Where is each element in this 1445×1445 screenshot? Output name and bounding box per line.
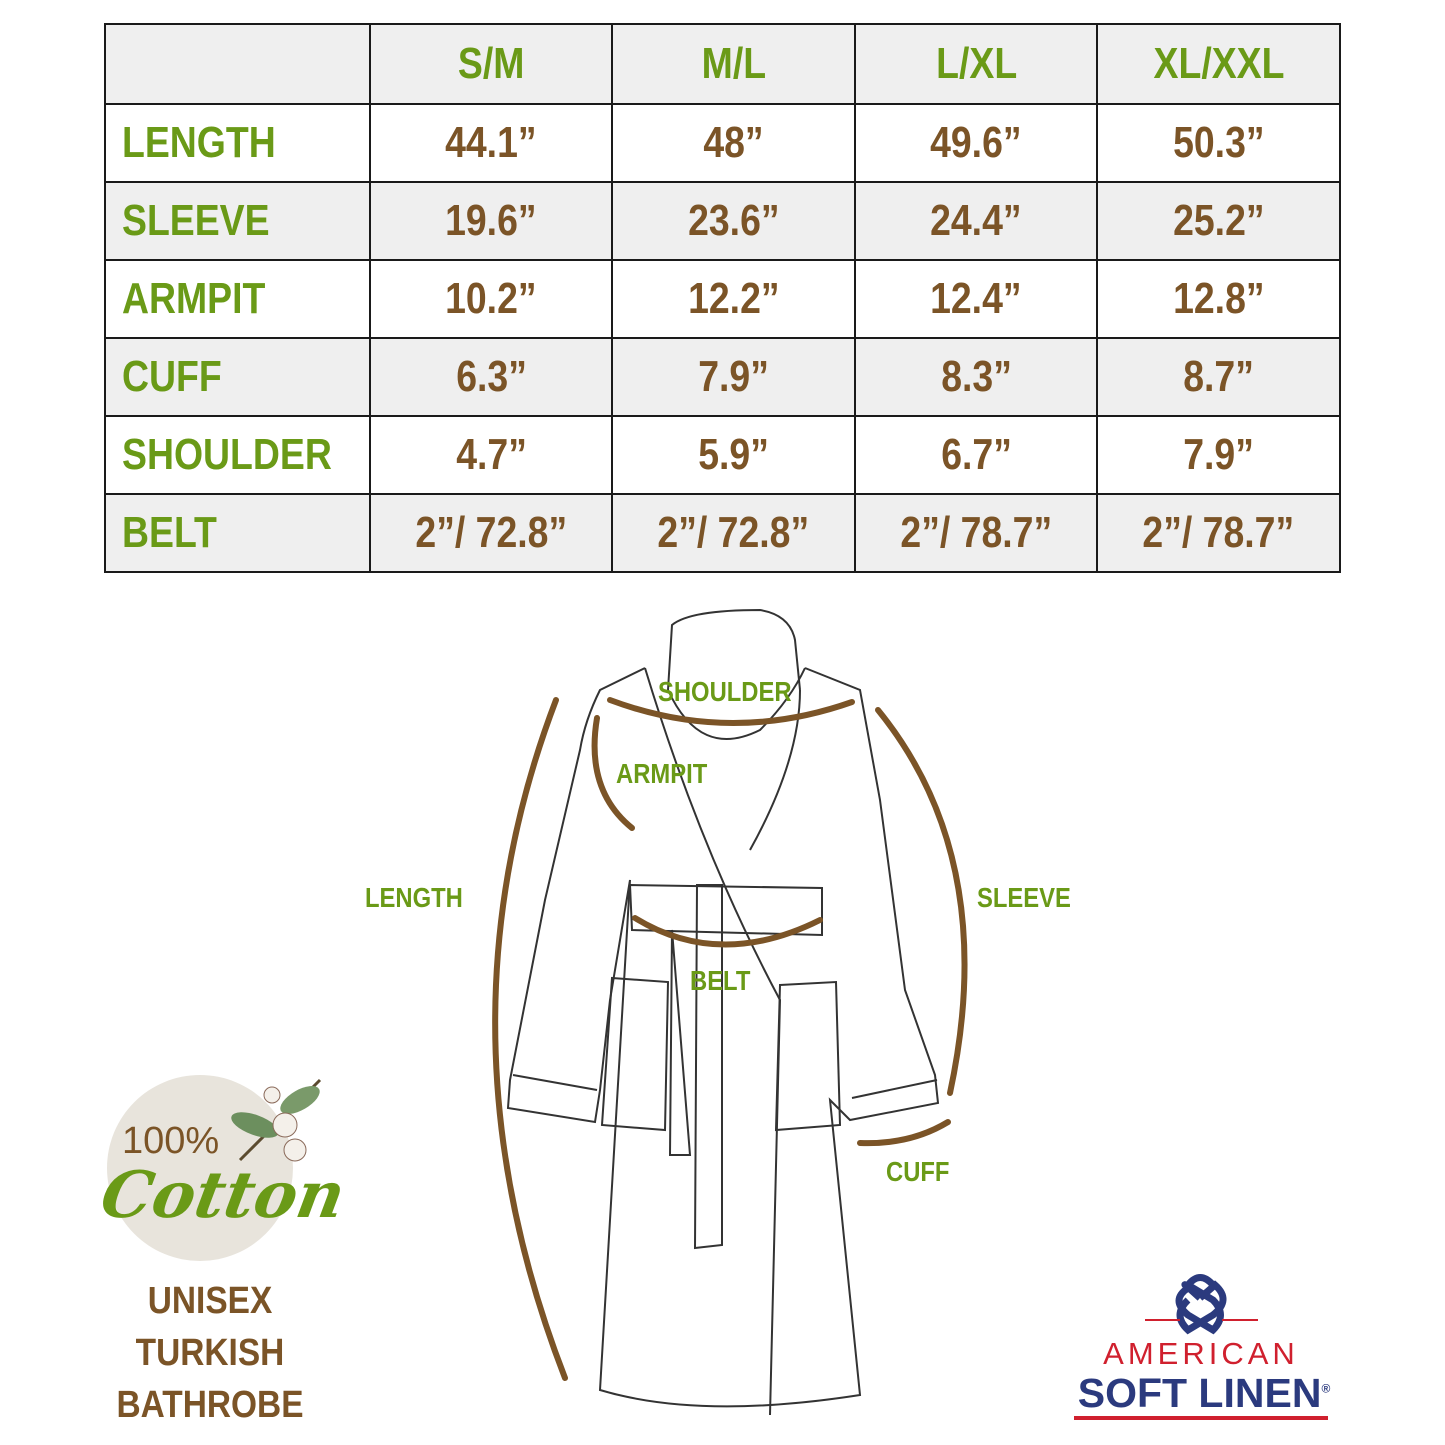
- registered-mark: ®: [1321, 1381, 1331, 1396]
- value-cell: 25.2”: [1096, 181, 1341, 261]
- value-cell: 8.3”: [853, 337, 1099, 417]
- header-cell: S/M: [368, 23, 614, 105]
- cotton-plant-icon: [231, 1078, 322, 1162]
- value-cell: 2”/ 72.8”: [611, 493, 856, 573]
- value-cell: 7.9”: [1096, 415, 1341, 495]
- belt-arrow: [632, 915, 823, 948]
- header-cell: M/L: [611, 23, 856, 105]
- cotton-script: Cotton: [95, 1158, 351, 1233]
- armpit-label: ARMPIT: [616, 758, 708, 789]
- sleeve-arrow: [875, 707, 968, 1096]
- row-label: SLEEVE: [104, 181, 371, 261]
- cotton-percent: 100%: [122, 1120, 220, 1162]
- row-label: SHOULDER: [104, 415, 371, 495]
- value-cell: 6.7”: [853, 415, 1099, 495]
- value-cell: 12.8”: [1096, 259, 1341, 339]
- value-cell: 4.7”: [368, 415, 614, 495]
- value-cell: 10.2”: [368, 259, 614, 339]
- sleeve-label: SLEEVE: [977, 882, 1071, 913]
- measure-arrows: [492, 697, 968, 1381]
- row-label: CUFF: [104, 337, 371, 417]
- value-cell: 23.6”: [611, 181, 856, 261]
- value-cell: 6.3”: [368, 337, 614, 417]
- product-line-2: TURKISH: [135, 1332, 285, 1374]
- header-cell: L/XL: [853, 23, 1099, 105]
- header-cell: XL/XXL: [1096, 23, 1341, 105]
- row-label: ARMPIT: [104, 259, 371, 339]
- table-row: ARMPIT 10.2” 12.2” 12.4” 12.8”: [104, 259, 1341, 339]
- value-cell: 8.7”: [1096, 337, 1341, 417]
- length-arrow: [492, 697, 568, 1381]
- value-cell: 7.9”: [611, 337, 856, 417]
- value-cell: 2”/ 78.7”: [853, 493, 1099, 573]
- shoulder-arrow: [607, 697, 855, 726]
- value-cell: 19.6”: [368, 181, 614, 261]
- logo-knot-icon: [1175, 1274, 1227, 1335]
- header-row: S/M M/L L/XL XL/XXL: [104, 23, 1341, 105]
- table-row: LENGTH 44.1” 48” 49.6” 50.3”: [104, 103, 1341, 183]
- value-cell: 5.9”: [611, 415, 856, 495]
- product-line-3: BATHROBE: [116, 1384, 304, 1426]
- cuff-arrow: [857, 1119, 951, 1147]
- brand-top: AMERICAN: [1103, 1336, 1299, 1371]
- value-cell: 50.3”: [1096, 103, 1341, 183]
- shoulder-label: SHOULDER: [658, 676, 792, 707]
- value-cell: 44.1”: [368, 103, 614, 183]
- table-row: BELT 2”/ 72.8” 2”/ 72.8” 2”/ 78.7” 2”/ 78.7”: [104, 493, 1341, 573]
- armpit-arrow: [591, 715, 635, 831]
- value-cell: 49.6”: [853, 103, 1099, 183]
- value-cell: 12.4”: [853, 259, 1099, 339]
- table-row: SHOULDER 4.7” 5.9” 6.7” 7.9”: [104, 415, 1341, 495]
- cuff-label: CUFF: [886, 1156, 950, 1187]
- value-cell: 48”: [611, 103, 856, 183]
- header-cell: [104, 23, 371, 105]
- value-cell: 12.2”: [611, 259, 856, 339]
- value-cell: 2”/ 78.7”: [1096, 493, 1341, 573]
- row-label: LENGTH: [104, 103, 371, 183]
- robe-outline: [506, 608, 940, 1416]
- row-label: BELT: [104, 493, 371, 573]
- brand-name: SOFT LINEN: [1077, 1370, 1322, 1416]
- value-cell: 24.4”: [853, 181, 1099, 261]
- brand-bottom: SOFT LINEN®: [1074, 1370, 1334, 1417]
- length-label: LENGTH: [365, 882, 463, 913]
- belt-label: BELT: [690, 965, 751, 996]
- value-cell: 2”/ 72.8”: [368, 493, 614, 573]
- table-row: CUFF 6.3” 7.9” 8.3” 8.7”: [104, 337, 1341, 417]
- table-row: SLEEVE 19.6” 23.6” 24.4” 25.2”: [104, 181, 1341, 261]
- size-table: S/M M/L L/XL XL/XXL LENGTH 44.1” 48” 49.6” 5…: [104, 23, 1341, 573]
- product-line-1: UNISEX: [147, 1280, 273, 1322]
